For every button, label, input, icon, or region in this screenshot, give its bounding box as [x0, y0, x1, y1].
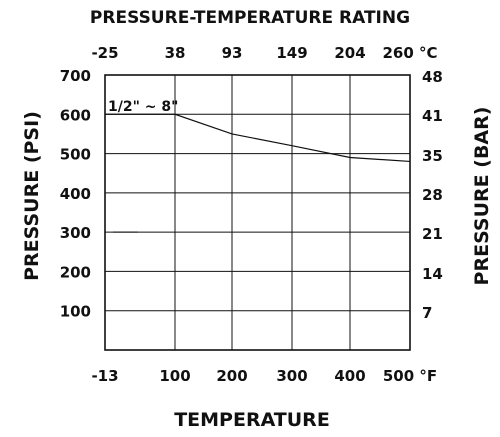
bottom-x-tick-label: 200 — [216, 367, 247, 385]
right-axis-ticks: 7 14 21 28 35 41 48 — [422, 68, 443, 322]
right-axis-title: PRESSURE (BAR) — [471, 107, 493, 286]
top-axis-ticks: -25 38 93 149 204 260 °C — [91, 44, 437, 62]
left-y-tick-label: 600 — [60, 106, 91, 124]
top-x-tick-label: 204 — [334, 44, 365, 62]
right-y-tick-label: 28 — [422, 186, 443, 204]
grid-layer — [105, 75, 410, 350]
left-y-tick-label: 100 — [60, 303, 91, 321]
right-y-tick-label: 14 — [422, 265, 443, 283]
bottom-x-tick-label: -13 — [91, 367, 118, 385]
bottom-x-tick-label: 400 — [334, 367, 365, 385]
top-x-tick-label: -25 — [91, 44, 118, 62]
right-y-tick-label: 21 — [422, 225, 443, 243]
x-axis-title: TEMPERATURE — [174, 409, 330, 431]
series-layer: 1/2" ~ 8" — [105, 99, 411, 233]
left-axis-ticks: 100 200 300 400 500 600 700 — [60, 67, 91, 321]
bottom-x-tick-label: 100 — [159, 367, 190, 385]
series-label: 1/2" ~ 8" — [108, 99, 178, 115]
top-x-tick-label: 260 °C — [382, 44, 437, 62]
left-y-tick-label: 200 — [60, 263, 91, 281]
bottom-x-tick-label: 300 — [276, 367, 307, 385]
series-line-1 — [105, 113, 411, 163]
right-y-tick-label: 7 — [422, 304, 432, 322]
right-y-tick-label: 35 — [422, 147, 443, 165]
plot-frame — [104, 74, 411, 351]
top-x-tick-label: 149 — [276, 44, 307, 62]
chart-title: PRESSURE-TEMPERATURE RATING — [90, 8, 410, 28]
left-y-tick-label: 500 — [60, 146, 91, 164]
bottom-x-tick-label: 500 °F — [383, 367, 437, 385]
right-y-tick-label: 48 — [422, 68, 443, 86]
top-x-tick-label: 93 — [222, 44, 243, 62]
right-y-tick-label: 41 — [422, 107, 443, 125]
left-y-tick-label: 400 — [60, 185, 91, 203]
top-x-tick-label: 38 — [165, 44, 186, 62]
bottom-axis-ticks: -13 100 200 300 400 500 °F — [91, 367, 437, 385]
left-axis-title: PRESSURE (PSI) — [21, 111, 43, 281]
left-y-tick-label: 300 — [60, 224, 91, 242]
left-y-tick-label: 700 — [60, 67, 91, 85]
